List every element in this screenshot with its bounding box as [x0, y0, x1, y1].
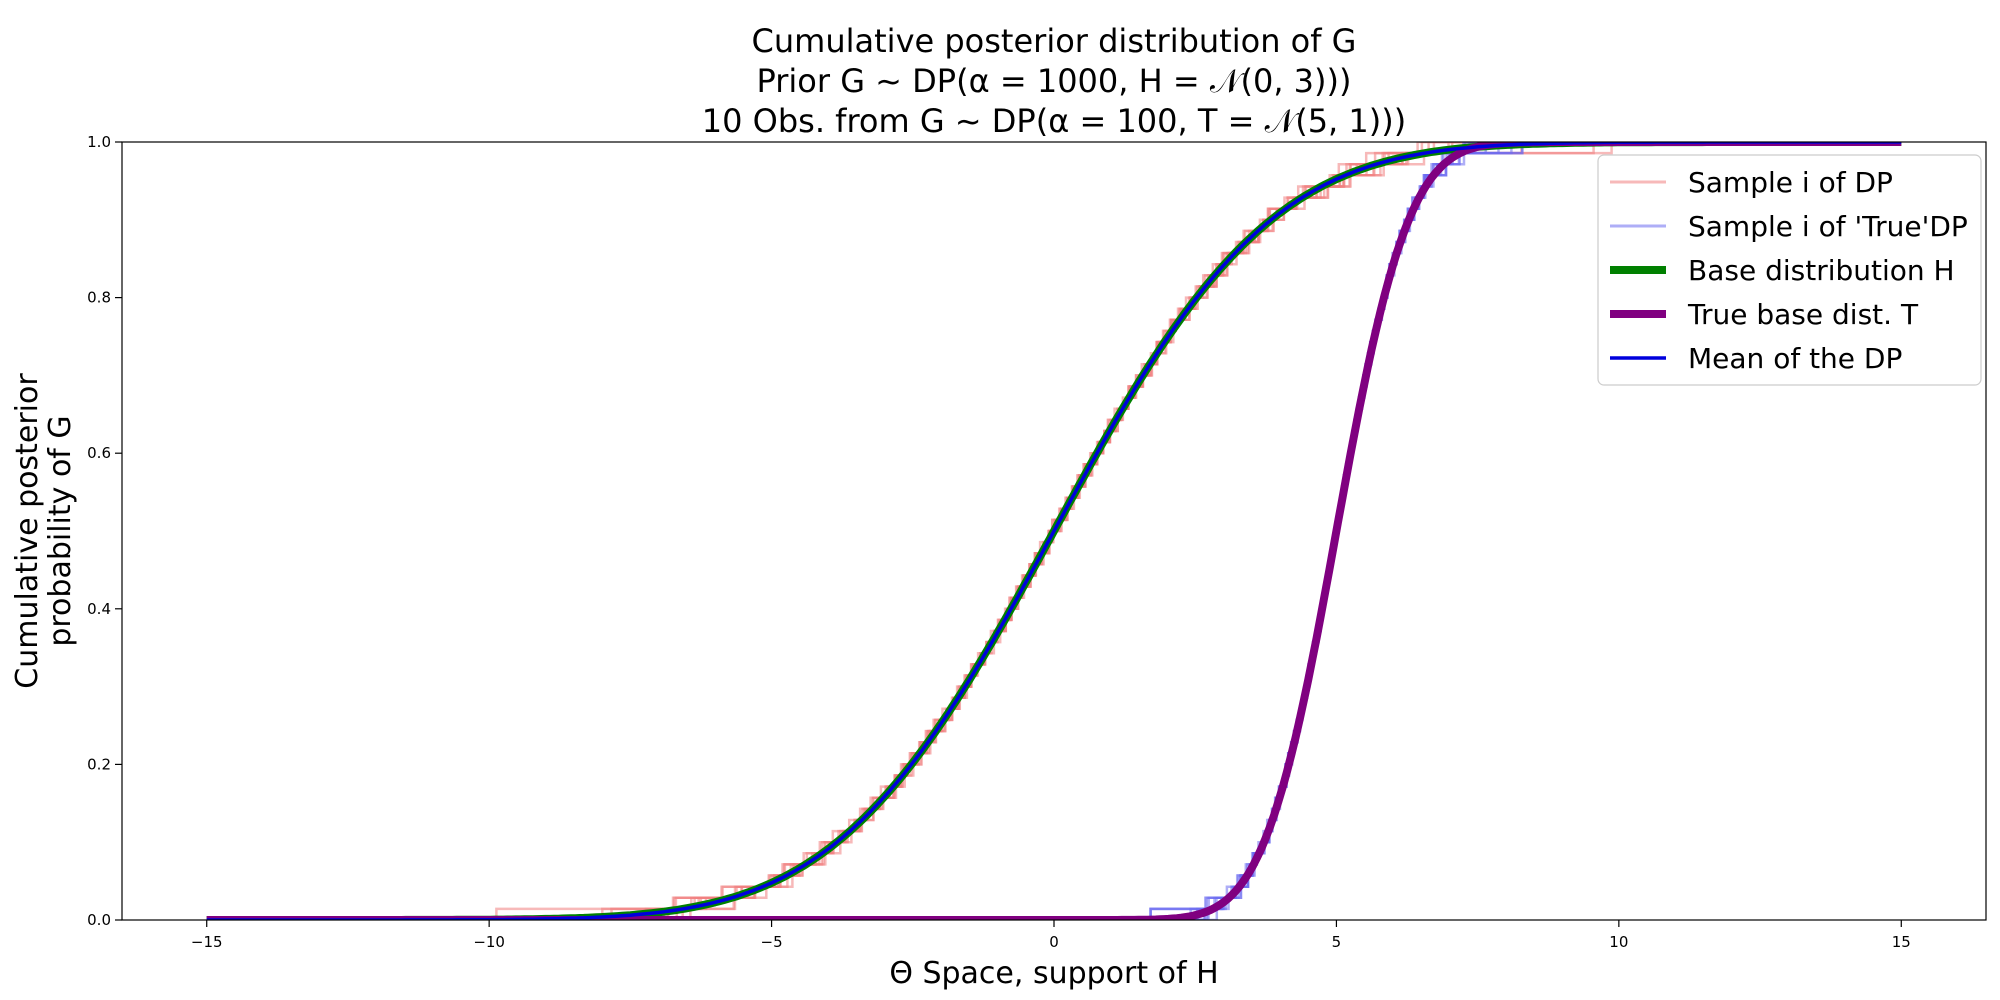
title-line-2: Prior G ~ DP(α = 1000, H = 𝒩(0, 3))) [757, 62, 1352, 100]
y-tick-label: 0.2 [87, 755, 111, 773]
legend-item-sample-i-of-true-dp: Sample i of 'True'DP [1610, 210, 1968, 243]
x-axis-label: Θ Space, support of H [889, 956, 1218, 991]
y-tick-label: 1.0 [87, 133, 111, 151]
legend-label: Base distribution H [1688, 254, 1955, 287]
title-line-3: 10 Obs. from G ~ DP(α = 100, T = 𝒩(5, 1)… [702, 102, 1406, 140]
x-tick-label: −5 [761, 933, 783, 951]
y-tick-label: 0.0 [87, 911, 111, 929]
title-line-1: Cumulative posterior distribution of G [752, 22, 1357, 60]
legend-label: True base dist. T [1687, 298, 1919, 331]
legend: Sample i of DP Sample i of 'True'DP Base d… [1597, 154, 1982, 386]
y-axis-label-line-2: probability of G [43, 415, 78, 646]
legend-label: Sample i of DP [1688, 166, 1893, 199]
y-axis-label-line-1: Cumulative posterior [10, 373, 45, 689]
x-tick-label: 15 [1892, 933, 1911, 951]
x-tick-label: −15 [191, 933, 223, 951]
legend-label: Mean of the DP [1688, 342, 1902, 375]
legend-item-sample-i-of-dp: Sample i of DP [1610, 166, 1893, 199]
legend-label: Sample i of 'True'DP [1688, 210, 1968, 243]
legend-box [1597, 154, 1982, 386]
y-tick-label: 0.4 [87, 600, 111, 618]
y-tick-label: 0.6 [87, 444, 111, 462]
y-tick-label: 0.8 [87, 289, 111, 307]
legend-item-mean-of-the-dp: Mean of the DP [1610, 342, 1902, 375]
y-axis: 0.0 0.2 0.4 0.6 0.8 1.0 [87, 133, 122, 929]
legend-item-base-distribution-h: Base distribution H [1610, 254, 1955, 287]
x-tick-label: −10 [473, 933, 505, 951]
chart-title: Cumulative posterior distribution of GPr… [702, 22, 1406, 140]
x-axis: −15 −10 −5 0 5 10 15 [191, 920, 1911, 951]
x-tick-label: 5 [1332, 933, 1342, 951]
x-tick-label: 0 [1049, 933, 1059, 951]
legend-item-true-base-dist-t: True base dist. T [1610, 298, 1919, 331]
x-tick-label: 10 [1609, 933, 1628, 951]
